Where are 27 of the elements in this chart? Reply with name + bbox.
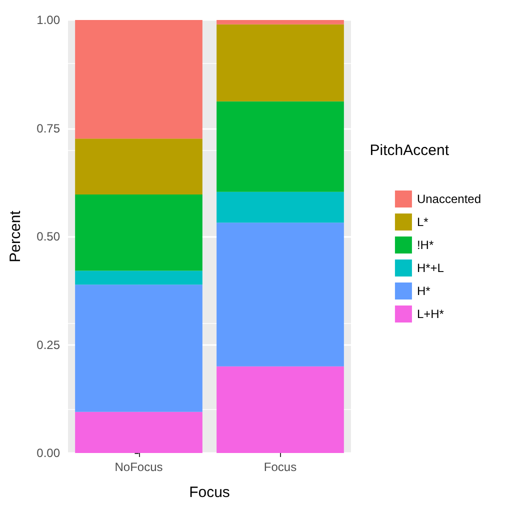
bar [216, 20, 344, 24]
bar [216, 24, 344, 102]
y-tick-label: 0.00 [36, 446, 60, 460]
y-tick-label: 0.25 [36, 338, 60, 352]
bar [75, 138, 202, 194]
y-tick-label: 1.00 [36, 13, 60, 27]
y-axis-title: Percent [7, 210, 24, 262]
y-tick-label: 0.50 [36, 230, 60, 244]
legend-title: PitchAccent [370, 142, 450, 159]
legend-label: L* [416, 215, 429, 229]
y-tick-label: 0.75 [36, 121, 60, 136]
bar [216, 366, 344, 453]
bar [75, 270, 202, 285]
legend-label: Unaccented [416, 192, 482, 206]
legend-label: H* [416, 284, 431, 298]
x-tick-label: NoFocus [114, 460, 163, 474]
bar [75, 20, 202, 139]
bar [216, 101, 344, 192]
bar [75, 194, 202, 271]
legend-label: H*+L [416, 261, 444, 275]
bar [75, 284, 202, 412]
bar [216, 222, 344, 366]
x-axis-title: Focus [189, 484, 230, 501]
legend-label: !H* [416, 238, 434, 252]
legend-label: L+H* [416, 307, 444, 321]
bar [216, 192, 344, 223]
bar [75, 412, 202, 453]
